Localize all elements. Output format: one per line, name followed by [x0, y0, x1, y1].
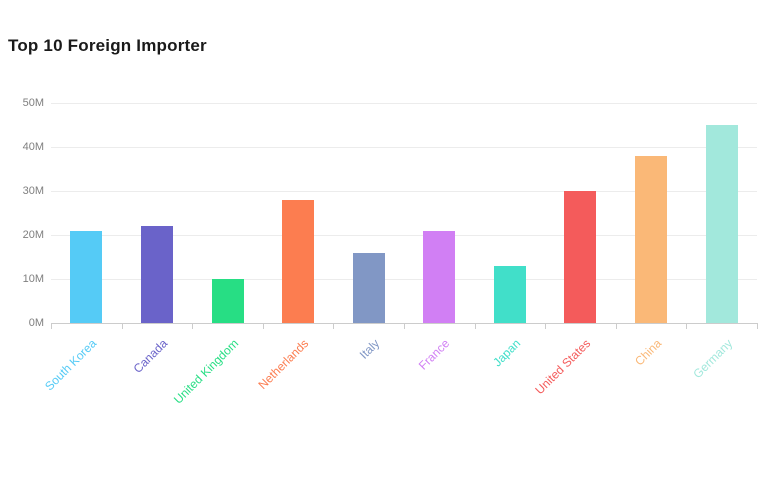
y-axis-tick-label: 40M — [22, 141, 44, 153]
chart-title: Top 10 Foreign Importer — [8, 36, 207, 55]
y-axis-tick-label: 30M — [22, 185, 44, 197]
gridline — [51, 147, 757, 148]
bar-united-kingdom[interactable] — [212, 279, 244, 323]
gridline — [51, 235, 757, 236]
bar-japan[interactable] — [494, 266, 526, 323]
plot-area: 50M 40M 30M 20M 10M 0M South Korea Canada United… — [23, 98, 758, 407]
y-axis-tick-label: 20M — [22, 229, 44, 241]
x-axis-tick — [333, 323, 334, 329]
bar-china[interactable] — [635, 156, 667, 323]
x-axis-tick — [122, 323, 123, 329]
bar-united-states[interactable] — [564, 191, 596, 323]
y-axis-tick-label: 10M — [22, 273, 44, 285]
bar-netherlands[interactable] — [282, 200, 314, 323]
x-axis-tick — [616, 323, 617, 329]
bar-canada[interactable] — [141, 226, 173, 323]
y-axis-tick-label: 0M — [28, 317, 44, 329]
bar-italy[interactable] — [353, 253, 385, 323]
x-axis-tick — [475, 323, 476, 329]
x-axis-tick — [192, 323, 193, 329]
x-axis-tick — [263, 323, 264, 329]
x-axis-tick — [686, 323, 687, 329]
gridline — [51, 279, 757, 280]
x-axis-tick — [51, 323, 52, 329]
bar-germany[interactable] — [706, 125, 738, 323]
gridline — [51, 191, 757, 192]
x-axis-tick — [545, 323, 546, 329]
gridline — [51, 103, 757, 104]
y-axis-tick-label: 50M — [22, 97, 44, 109]
x-axis-tick — [757, 323, 758, 329]
bar-south-korea[interactable] — [70, 231, 102, 323]
bar-france[interactable] — [423, 231, 455, 323]
x-axis-tick — [404, 323, 405, 329]
